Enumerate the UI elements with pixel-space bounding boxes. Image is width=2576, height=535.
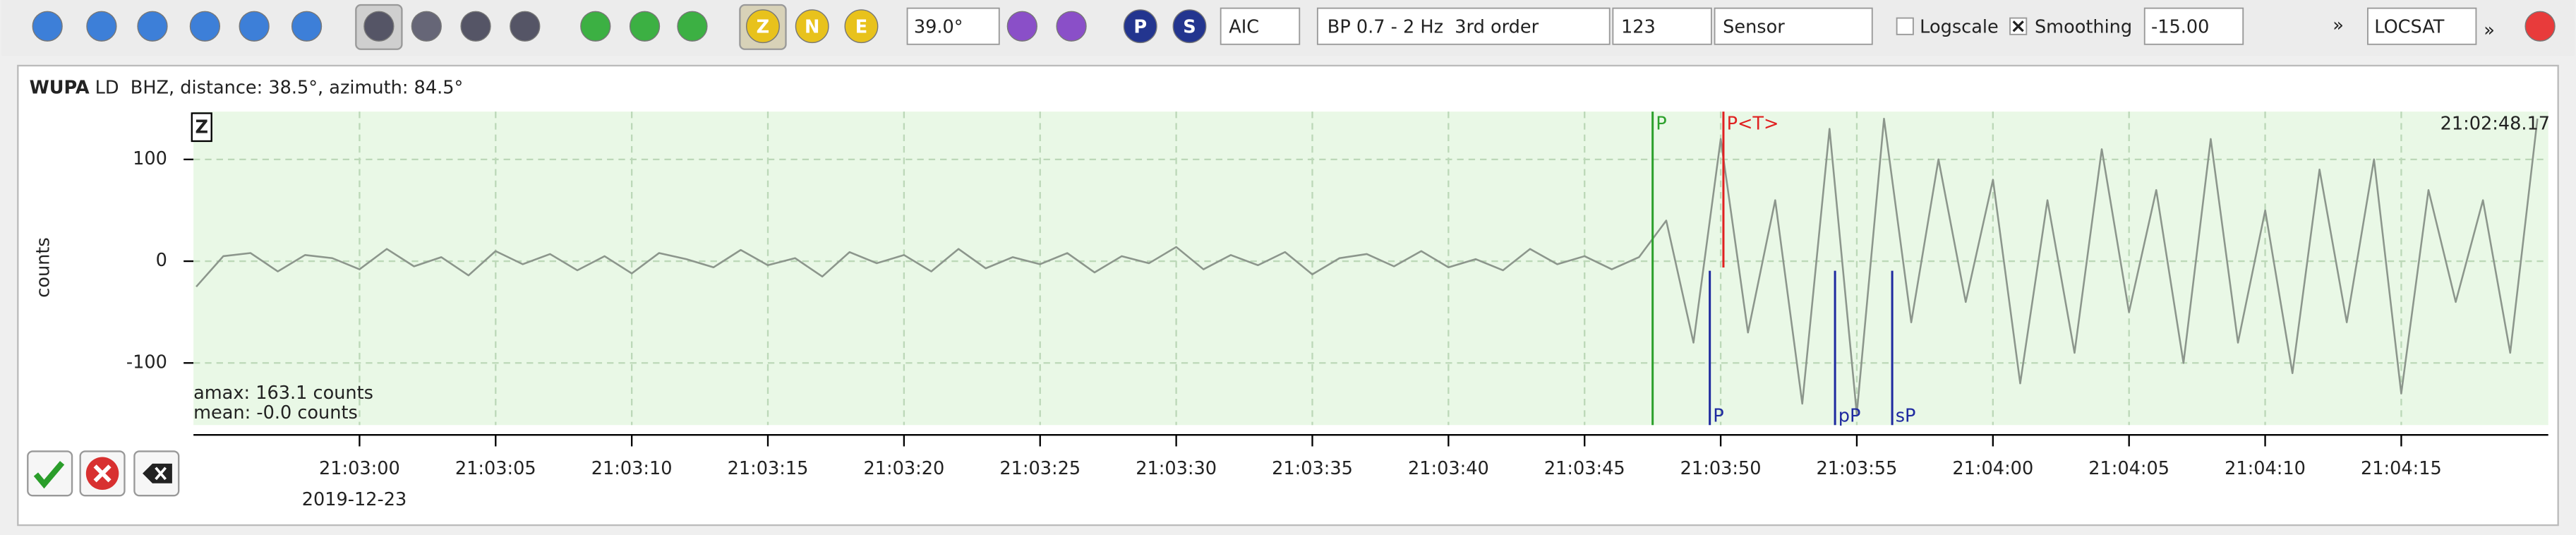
predicted-label: sP [1896, 406, 1916, 427]
more-button-2[interactable]: » [2484, 20, 2495, 41]
plot: P P<T> P pP sP [183, 112, 2548, 427]
action-buttons[interactable] [27, 450, 180, 497]
angle-spinbox[interactable] [906, 7, 1000, 45]
x-tick-label: 21:03:45 [1544, 458, 1625, 479]
nav-buttons[interactable] [32, 4, 2556, 50]
method[interactable]: AIC [1229, 17, 1259, 38]
method-combo[interactable] [1220, 7, 1301, 45]
n-button[interactable]: N [805, 17, 819, 38]
smoothing-spinbox[interactable] [2143, 7, 2244, 45]
x-tick-label: 21:04:15 [2361, 458, 2442, 479]
locator-combo[interactable] [2367, 7, 2477, 45]
angle-value[interactable]: 39.0° [914, 17, 963, 38]
station-info: LD BHZ, distance: 38.5°, azimuth: 84.5° [95, 78, 464, 99]
logscale-checkbox[interactable] [1896, 17, 1914, 35]
component-box [191, 112, 212, 143]
e-button[interactable]: E [855, 17, 867, 38]
mean: mean: -0.0 counts [193, 402, 358, 423]
x-tick-label: 21:03:15 [728, 458, 809, 479]
filter-combo[interactable] [1316, 7, 1611, 45]
smoothing-label[interactable]: Smoothing [2035, 17, 2132, 38]
amp-type-combo[interactable] [1714, 7, 1873, 45]
pick-label: P [1656, 114, 1666, 135]
x-tick-label: 21:03:30 [1136, 458, 1217, 479]
filter[interactable]: BP 0.7 - 2 Hz 3rd order [1328, 17, 1539, 38]
smoothing-value[interactable]: -15.00 [2151, 17, 2209, 38]
x-tick-label: 21:04:00 [1952, 458, 2033, 479]
predicted-label: P [1713, 406, 1723, 427]
component: Z [195, 116, 208, 138]
waveform [195, 117, 2539, 415]
y-tick-label: 100 [133, 148, 167, 169]
x-tick-label: 21:03:20 [863, 458, 944, 479]
amp-type[interactable]: Sensor [1723, 17, 1785, 38]
x-tick-label: 21:03:00 [319, 458, 400, 479]
amp-combo[interactable] [1612, 7, 1712, 45]
y-axis-label: counts [33, 237, 54, 297]
s-button[interactable]: S [1183, 17, 1196, 38]
x-tick-label: 21:03:10 [591, 458, 673, 479]
y-tick-label: -100 [126, 351, 167, 373]
locator[interactable]: LOCSAT [2374, 17, 2445, 38]
x-tick-label: 21:03:50 [1680, 458, 1762, 479]
z-button[interactable]: Z [757, 17, 770, 38]
logscale-label[interactable]: Logscale [1920, 17, 1999, 38]
x-tick-label: 21:03:40 [1408, 458, 1489, 479]
x-tick-label: 21:04:10 [2225, 458, 2306, 479]
date: 2019-12-23 [302, 489, 407, 510]
x-tick-label: 21:03:05 [455, 458, 536, 479]
plot-area [193, 112, 2548, 426]
station: WUPA [30, 78, 90, 99]
pick-label: P<T> [1727, 114, 1779, 135]
y-tick-label: 0 [156, 250, 167, 271]
x-tick-label: 21:04:05 [2088, 458, 2169, 479]
start-time: 21:02:48.17 [2440, 114, 2550, 135]
x-tick-label: 21:03:35 [1272, 458, 1353, 479]
predicted-label: pP [1838, 406, 1861, 427]
p-button[interactable]: P [1133, 17, 1147, 38]
amp-value[interactable]: 123 [1621, 17, 1656, 38]
x-tick-label: 21:03:55 [1817, 458, 1898, 479]
more-button[interactable]: » [2333, 15, 2344, 36]
amax: amax: 163.1 counts [193, 383, 373, 404]
check-mark [2012, 20, 2024, 32]
x-tick-label: 21:03:25 [999, 458, 1081, 479]
